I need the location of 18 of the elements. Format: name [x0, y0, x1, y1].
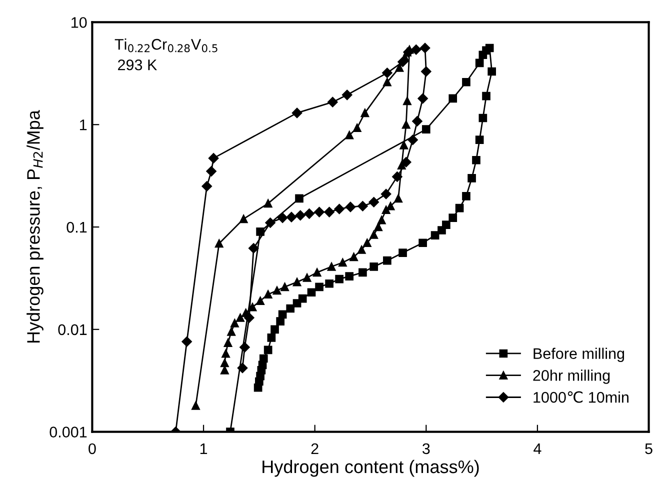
x-tick-label: 2 — [311, 443, 318, 454]
y-tick-label: 0.001 — [50, 426, 87, 438]
x-axis-title: Hydrogen content (mass%) — [262, 460, 479, 477]
x-tick-label: 5 — [645, 443, 652, 454]
x-tick-label: 4 — [534, 443, 542, 454]
y-axis-title: Hydrogen pressure, P$_{H2}$/Mpa — [26, 110, 44, 343]
annotation: Ti$_{0.22}$Cr$_{0.28}$V$_{0.5}$ — [114, 38, 218, 52]
legend-label: 20hr milling — [533, 370, 610, 384]
y-tick-label: 0.01 — [58, 324, 87, 336]
y-tick-label: 0.1 — [66, 222, 87, 233]
x-tick-label: 3 — [422, 443, 430, 454]
legend-label: Before milling — [534, 348, 624, 362]
y-tick-label: 1 — [80, 120, 87, 130]
x-tick-label: 0 — [88, 443, 96, 454]
y-tick-label: 10 — [72, 17, 87, 28]
annotation: 293 K — [118, 59, 158, 70]
x-tick-label: 1 — [200, 443, 208, 454]
legend-label: 1000℃ 10min — [534, 391, 628, 403]
